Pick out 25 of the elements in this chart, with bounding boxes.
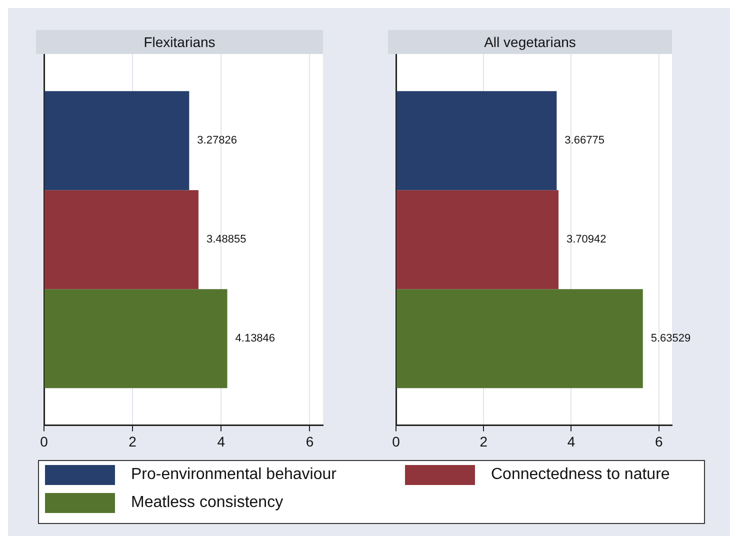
data-label: 4.13846	[235, 332, 276, 345]
bar	[396, 190, 559, 290]
x-tick-label: 6	[306, 433, 314, 450]
x-tick-label: 2	[128, 433, 137, 450]
data-label: 3.27826	[197, 134, 237, 147]
data-label: 3.66775	[564, 134, 604, 147]
bar	[44, 91, 190, 190]
bar	[396, 91, 557, 190]
chart-title: Flexitarians	[36, 30, 323, 54]
x-tick-label: 0	[40, 433, 48, 450]
bar	[44, 289, 228, 388]
x-tick-label: 4	[217, 433, 226, 450]
legend-label: Meatless consistency	[131, 494, 284, 512]
x-tick-label: 6	[654, 433, 663, 450]
chart-title: All vegetarians	[388, 30, 672, 54]
bar	[44, 190, 198, 290]
data-label: 5.63529	[650, 332, 691, 345]
bar	[396, 289, 643, 388]
x-tick-label: 4	[567, 433, 576, 450]
x-tick-label: 2	[480, 433, 488, 450]
x-tick-label: 0	[392, 433, 400, 450]
legend-label: Connectedness to nature	[491, 466, 670, 484]
data-label: 3.70942	[566, 234, 606, 246]
data-label: 3.48855	[206, 234, 246, 246]
legend-label: Pro-environmental behaviour	[131, 466, 336, 484]
